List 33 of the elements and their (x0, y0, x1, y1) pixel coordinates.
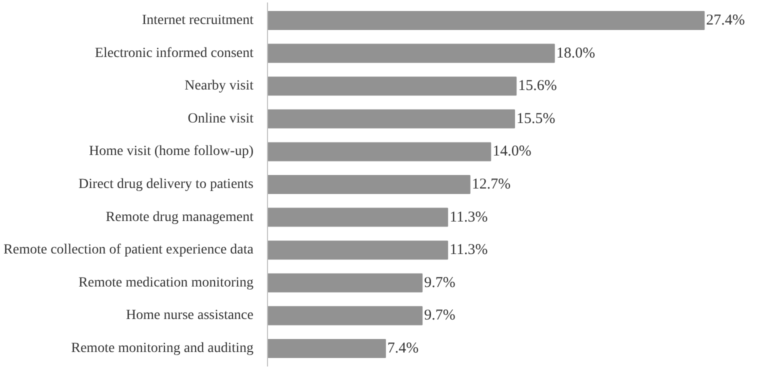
bar (268, 338, 386, 358)
y-tick-label: Remote drug management (106, 210, 254, 225)
data-label: 15.6% (518, 78, 557, 94)
bar (268, 44, 555, 63)
data-label: 7.4% (387, 340, 419, 356)
data-label: 11.3% (450, 242, 488, 258)
bar (268, 142, 492, 162)
y-tick-label: Online visit (188, 111, 254, 126)
y-tick-label: Home visit (home follow-up) (89, 144, 254, 160)
y-tick-label: Home nurse assistance (126, 308, 254, 324)
bar (268, 11, 705, 30)
y-tick-label: Internet recruitment (142, 13, 254, 28)
bar (268, 306, 423, 326)
data-label: 15.5% (516, 110, 556, 127)
data-label: 27.4% (706, 12, 745, 29)
data-label: 18.0% (556, 45, 596, 62)
y-tick-label: Remote collection of patient experience data (4, 242, 254, 258)
y-tick-label: Nearby visit (184, 78, 254, 94)
data-label: 9.7% (424, 308, 456, 324)
y-tick-label: Remote medication monitoring (78, 275, 254, 290)
bar (268, 208, 448, 227)
data-label: 12.7% (472, 176, 511, 192)
data-label: 11.3% (450, 209, 488, 226)
bar (268, 240, 448, 260)
bar (268, 174, 470, 194)
bar (268, 273, 423, 292)
bar (268, 76, 517, 96)
y-tick-label: Remote monitoring and auditing (71, 340, 254, 356)
bar (268, 109, 516, 128)
y-tick-label: Electronic informed consent (94, 46, 254, 61)
data-label: 9.7% (424, 274, 456, 291)
y-tick-label: Direct drug delivery to patients (78, 177, 254, 192)
data-label: 14.0% (492, 144, 532, 160)
